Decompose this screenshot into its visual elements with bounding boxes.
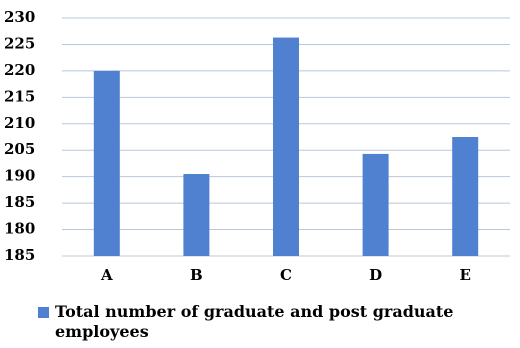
x-tick-label: C — [280, 266, 292, 284]
y-tick-label: 185 — [4, 246, 35, 264]
y-tick-label: 190 — [4, 167, 35, 185]
bar — [183, 174, 210, 256]
y-tick-label: 185 — [4, 193, 35, 211]
y-tick-label: 205 — [4, 140, 35, 158]
y-tick-label: 220 — [4, 61, 35, 79]
y-tick-label: 180 — [4, 220, 35, 238]
bar — [93, 70, 120, 256]
legend-swatch — [38, 307, 49, 318]
bar — [273, 37, 299, 256]
x-tick-label: B — [190, 266, 203, 284]
y-tick-label: 215 — [4, 87, 35, 105]
bar — [362, 153, 389, 256]
x-tick-label: E — [459, 266, 470, 284]
y-tick-label: 225 — [4, 34, 35, 52]
y-tick-label: 230 — [4, 8, 35, 26]
y-tick-label: 210 — [4, 114, 35, 132]
x-tick-label: D — [369, 266, 382, 284]
bar — [452, 137, 479, 256]
plot: 230 225 220 215 210 205 190 185 180 185 A B C D E — [4, 8, 510, 284]
legend-label: Total number of graduate and post gradua… — [55, 302, 454, 341]
x-tick-label: A — [100, 266, 113, 284]
legend: Total number of graduate and post gradua… — [38, 302, 478, 342]
